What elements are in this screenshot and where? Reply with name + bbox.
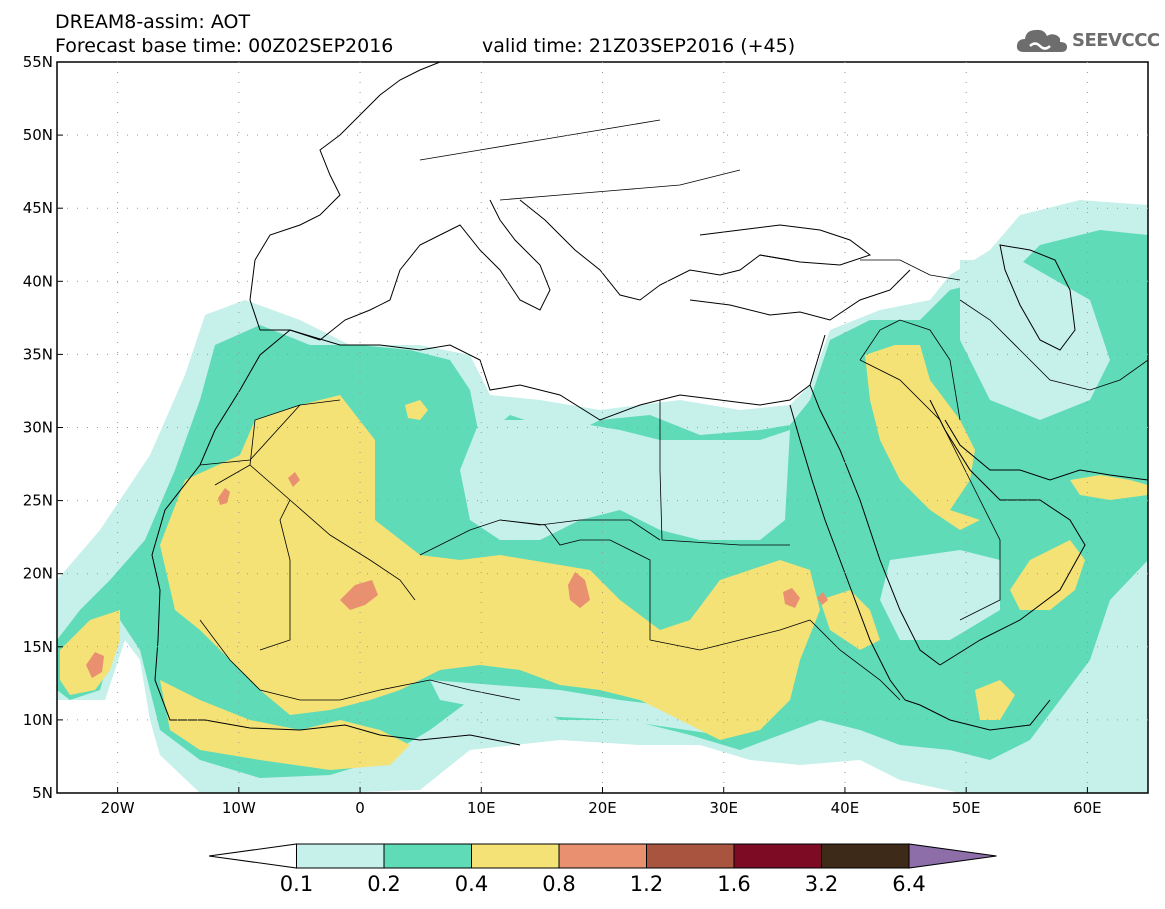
aot-band-01-02-chad [430,680,740,735]
lon-label: 0 [355,799,365,817]
coast-caspian [999,244,1076,351]
colorbar-swatch [558,843,647,869]
border-libya-egypt [659,400,790,546]
aot-band-08-12-chad [568,572,590,608]
border-iran [959,299,1148,391]
aot-band-04-08-guinea [160,680,410,770]
aot-band-04-08-sahel [820,590,880,650]
lat-label: 35N [23,345,53,363]
aot-band-04-08-arabia [865,345,980,530]
lat-label: 25N [23,492,53,510]
border-iraq [859,319,961,421]
colorbar-label: 1.6 [717,872,751,896]
lat-label: 5N [32,784,53,802]
colorbar-label: 0.8 [542,872,576,896]
border-westafrica-2 [339,679,521,701]
aot-band-04-08-spot [405,400,428,420]
aot-band-08-12-maur2 [288,472,300,487]
aot-band-08-12-sudan [783,588,800,608]
aot-band-01-02-arabia [880,550,1000,640]
border-libya-chad [499,519,661,541]
coast-balkans [519,199,791,301]
border-saudi [859,359,1001,621]
colorbar-label: 0.4 [454,872,489,896]
aot-band-01-02-caspian [960,260,1110,420]
coast-arabia-south [929,399,1086,666]
lat-labels: 55N 50N 45N 40N 35N 30N 25N 20N 15N 10N 5N [23,53,53,802]
valid-time: valid time: 21Z03SEP2016 (+45) [482,35,796,57]
colorbar-label: 6.4 [892,872,926,896]
coast-arabia-west [809,384,941,666]
aot-band-04-08-oman [1010,540,1085,610]
border-ethiopia [809,619,901,701]
lat-label: 45N [23,199,53,217]
coast-gulf [944,419,1148,481]
aot-band-04-08-atlantic [60,610,120,695]
coastlines [151,62,1148,746]
lat-label: 40N [23,272,53,290]
aot-band-04-08-sahara [160,395,820,740]
map-ticks [57,61,1088,794]
aot-band-08-12-eritrea [817,592,828,605]
lon-label: 10E [467,799,496,817]
colorbar-high-arrow [908,843,997,869]
coast-westafrica [151,329,521,746]
seevccc-logo: SEEVCCC [1016,24,1160,56]
colorbar-swatch [733,843,822,869]
coast-redsea [789,404,906,701]
coast-turkey [689,269,911,321]
border-westafrica-1 [199,619,340,701]
aot-band-08-12-atlantic [86,652,104,678]
border-mali-niger [259,499,291,651]
aot-band-04-08-persia [1070,475,1148,500]
border-algeria-mali [249,464,416,601]
forecast-base-time: Forecast base time: 00Z02SEP2016 [55,35,394,57]
lat-label: 55N [23,53,53,71]
border-niger-chad [419,519,651,640]
border-morocco [199,399,341,466]
colorbar-label: 3.2 [804,872,839,896]
coast-hornofafrica [904,699,1051,731]
cloud-logo-icon [1016,29,1067,52]
coast-europe [249,62,441,331]
coast-italy [439,199,551,311]
border-turkey-east [860,259,961,281]
border-mauritania [214,404,301,486]
border-europe-2 [499,169,741,201]
colorbar [208,843,997,869]
lat-label: 15N [23,638,53,656]
lon-label: 60E [1073,799,1102,817]
colorbar-label: 0.1 [279,872,314,896]
border-sudan [649,619,811,651]
aot-band-04-08-somalia [975,680,1015,720]
colorbar-low-arrow [208,843,297,869]
aot-field [57,200,1148,793]
lat-label: 30N [23,419,53,437]
logo-text: SEEVCCC [1072,29,1160,51]
aot-band-08-12-mali [340,580,378,610]
lon-label: 10W [222,799,256,817]
coast-northafrica [289,329,826,421]
lon-label: 20E [588,799,617,817]
lat-label: 10N [23,711,53,729]
colorbar-label: 1.2 [629,872,664,896]
lat-label: 20N [23,565,53,583]
country-borders [199,119,1148,701]
colorbar-swatch [383,843,472,869]
map-title: DREAM8-assim: AOT [55,11,251,33]
colorbar-swatch [821,843,910,869]
colorbar-swatch [646,843,735,869]
colorbar-swatch [296,843,385,869]
coast-blacksea [699,224,872,266]
border-europe-1 [419,119,661,161]
colorbar-label: 0.2 [367,872,401,896]
lon-label: 50E [952,799,981,817]
aot-band-01-02-north-africa [460,420,790,540]
lat-label: 50N [23,126,53,144]
lon-label: 30E [709,799,738,817]
lon-labels: 20W 10W 0 10E 20E 30E 40E 50E 60E [101,799,1102,817]
lon-label: 40E [831,799,860,817]
colorbar-swatch [471,843,560,869]
lon-label: 20W [101,799,135,817]
